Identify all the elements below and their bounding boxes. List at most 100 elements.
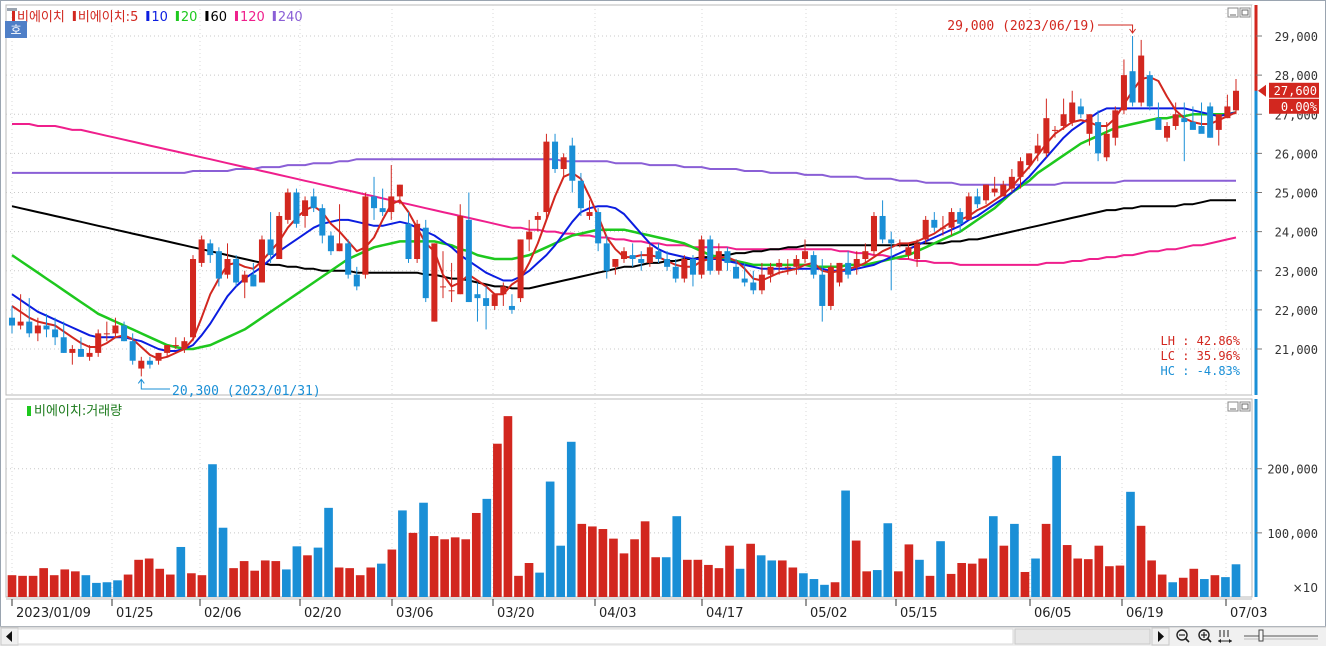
volume-bar	[999, 545, 1009, 597]
volume-bar	[1083, 559, 1093, 597]
candle	[672, 259, 679, 283]
volume-bar	[144, 558, 154, 597]
ma240-line	[12, 158, 1236, 186]
volume-axis: 200,000 100,000 ×10	[1254, 399, 1318, 597]
volume-bar	[1189, 568, 1199, 597]
ma20-line	[11, 111, 1237, 351]
ticker-tag-badge[interactable]	[5, 21, 27, 38]
date-label: 04/17	[706, 606, 743, 621]
volume-bar	[672, 516, 682, 597]
volume-bar	[450, 537, 460, 597]
legend-item[interactable]: 비에이치:5	[72, 10, 139, 25]
ma10-line	[11, 107, 1237, 352]
volume-bar	[915, 559, 924, 597]
scroll-right-button[interactable]	[1151, 627, 1170, 646]
scroll-thumb[interactable]	[1014, 628, 1151, 645]
candle	[319, 204, 326, 244]
volume-bar	[1231, 564, 1241, 597]
volume-bar	[60, 569, 70, 597]
legend-label: 60	[210, 10, 227, 25]
zoom-out-icon[interactable]	[1176, 629, 1190, 643]
volume-bar	[661, 557, 671, 597]
candle	[457, 204, 464, 295]
scroll-left-button[interactable]	[0, 627, 19, 646]
candle	[181, 337, 188, 353]
volume-bar	[883, 523, 893, 597]
candle	[819, 259, 826, 322]
candle	[638, 251, 645, 271]
volume-tick-labels: 200,000 100,000	[1256, 463, 1318, 541]
volume-bar	[841, 490, 850, 597]
legend-label: 비에이치	[17, 10, 65, 25]
volume-multiplier: ×10	[1293, 581, 1318, 595]
volume-bar	[70, 571, 80, 597]
candle	[517, 239, 524, 303]
candle	[371, 176, 378, 220]
date-label: 04/03	[599, 606, 636, 621]
volume-bar	[165, 574, 175, 597]
period-low-marker	[137, 378, 170, 390]
candle	[1215, 114, 1222, 146]
date-label: 05/02	[810, 606, 847, 621]
volume-bar	[134, 559, 143, 597]
period-low-label: 20,300 (2023/01/31)	[172, 384, 321, 399]
scroll-track[interactable]	[17, 628, 1014, 645]
legend-menu-icon[interactable]	[7, 8, 17, 11]
candle-density-icon[interactable]	[1218, 630, 1232, 643]
chevron-right-icon	[1158, 631, 1164, 642]
volume-bar	[92, 582, 101, 597]
candle	[793, 255, 800, 275]
candle	[207, 239, 214, 263]
legend-item[interactable]: 비에이치	[12, 10, 65, 25]
candle	[767, 262, 774, 283]
volume-bar	[482, 498, 492, 597]
volume-bar	[1105, 566, 1114, 597]
zoom-slider[interactable]	[1244, 629, 1318, 642]
volume-bar	[419, 502, 428, 597]
volume-bar	[577, 523, 587, 597]
volume-bar	[619, 553, 629, 597]
volume-bar	[355, 575, 365, 597]
volume-bar	[640, 521, 650, 597]
candle	[707, 235, 714, 275]
legend-label: 120	[240, 10, 265, 25]
candle	[853, 251, 860, 275]
legend-item[interactable]: 240	[272, 10, 303, 25]
candle	[121, 321, 128, 342]
legend-item[interactable]: 120	[234, 10, 265, 25]
price-tick-label: 21,000	[1275, 343, 1318, 357]
candle	[146, 356, 153, 369]
zoom-slider-handle[interactable]	[1258, 629, 1264, 642]
legend-swatch	[12, 11, 15, 21]
legend-swatch	[234, 11, 238, 21]
volume-bar	[957, 563, 966, 597]
volume-panel-maximize-icon[interactable]	[1239, 401, 1251, 412]
volume-panel-minimize-icon[interactable]	[1227, 401, 1239, 412]
volume-bar	[1210, 575, 1220, 597]
volume-bar	[682, 559, 692, 597]
bottom-toolbar	[0, 626, 1326, 646]
legend-item[interactable]: 60	[205, 10, 227, 25]
volume-bar	[714, 568, 724, 597]
legend-item[interactable]: 20	[175, 10, 198, 25]
volume-bar	[1147, 560, 1156, 597]
candle	[1077, 98, 1084, 119]
price-panel-maximize-icon[interactable]	[1239, 7, 1251, 18]
legend-swatch	[72, 11, 76, 21]
price-panel-minimize-icon[interactable]	[1227, 7, 1239, 18]
candle	[1207, 102, 1214, 138]
volume-bar	[609, 538, 618, 597]
candle	[86, 345, 93, 361]
volume-bar	[376, 563, 386, 597]
volume-bar	[123, 574, 133, 597]
volume-bar	[292, 546, 302, 597]
candle	[914, 239, 921, 267]
candle	[172, 337, 179, 349]
price-tick-label: 22,000	[1275, 304, 1318, 318]
candle	[379, 188, 386, 216]
candle	[801, 239, 809, 263]
date-axis: 2023/01/09 01/25 02/06 02/20 03/06 03/20 04/03…	[6, 598, 1267, 624]
zoom-in-icon[interactable]	[1198, 629, 1212, 643]
legend-item[interactable]: 10	[146, 10, 168, 25]
volume-bar	[1200, 579, 1209, 597]
